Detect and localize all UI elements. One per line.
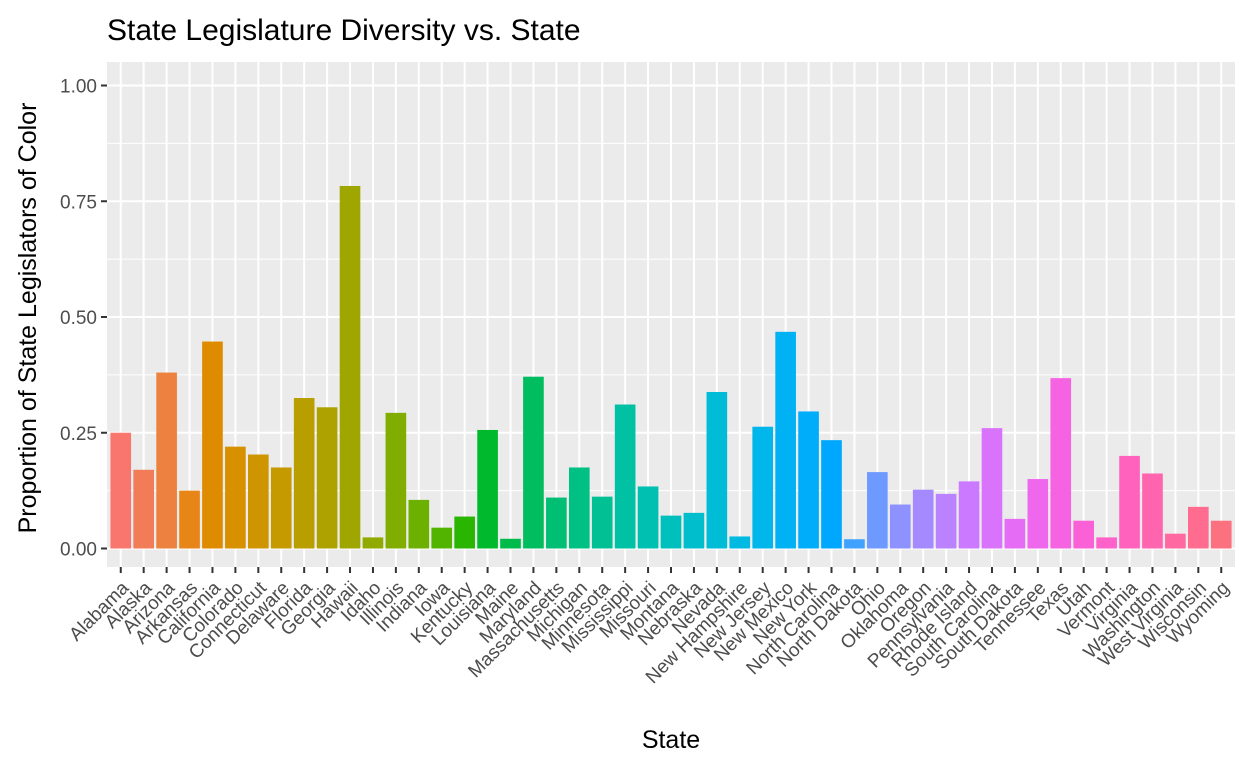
bar: [568, 467, 590, 549]
bar: [637, 486, 659, 549]
y-axis-title: Proportion of State Legislators of Color: [14, 103, 42, 534]
bar: [339, 185, 361, 549]
bar: [202, 341, 223, 549]
bar: [523, 376, 544, 549]
bar: [935, 493, 957, 549]
bar: [844, 539, 865, 549]
y-tick-label: 0.75: [60, 192, 97, 213]
bar: [1142, 473, 1163, 549]
bar: [867, 472, 888, 549]
bar: [454, 516, 475, 549]
bar: [729, 536, 751, 549]
bar: [614, 404, 636, 549]
bar: [958, 481, 980, 549]
bar: [798, 411, 819, 549]
bar: [1096, 537, 1117, 549]
y-axis: 0.00 0.25 0.50 0.75 1.00: [60, 77, 107, 561]
y-tick-label: 1.00: [60, 77, 97, 98]
bars: [110, 185, 1232, 549]
bar: [1119, 455, 1140, 549]
bar: [1165, 533, 1186, 549]
bar: [660, 515, 682, 549]
bar: [546, 497, 567, 549]
bar: [1027, 479, 1049, 549]
bar: [500, 538, 521, 549]
bar: [752, 426, 774, 549]
bar: [385, 412, 407, 549]
bar: [408, 499, 430, 549]
y-tick-label: 0.00: [60, 540, 97, 561]
bar: [889, 504, 911, 549]
bar: [270, 467, 292, 549]
bar: [683, 512, 705, 549]
bar: [706, 392, 728, 549]
bar: [316, 407, 338, 549]
bar: [225, 446, 246, 549]
bar: [1004, 518, 1026, 549]
bar: [362, 537, 384, 549]
y-tick-label: 0.25: [60, 424, 97, 445]
bar: [1050, 378, 1072, 549]
bar: [431, 527, 453, 549]
bar: [1188, 506, 1209, 549]
bar: [248, 454, 269, 549]
bar: [591, 496, 613, 549]
bar: [981, 428, 1003, 549]
bar: [179, 490, 200, 549]
chart-title: State Legislature Diversity vs. State: [107, 14, 581, 47]
x-axis-title: State: [642, 726, 700, 754]
x-axis: AlabamaAlaskaArizonaArkansasCaliforniaCo…: [65, 567, 1234, 688]
bar: [912, 489, 934, 549]
bar: [821, 440, 842, 549]
bar: [156, 372, 177, 549]
y-tick-label: 0.50: [60, 308, 97, 329]
bar: [133, 469, 154, 549]
bar: [293, 398, 315, 549]
bar: [1210, 520, 1232, 549]
bar: [110, 432, 132, 549]
bar: [477, 429, 498, 549]
bar: [1073, 520, 1094, 549]
bar: [775, 331, 796, 549]
